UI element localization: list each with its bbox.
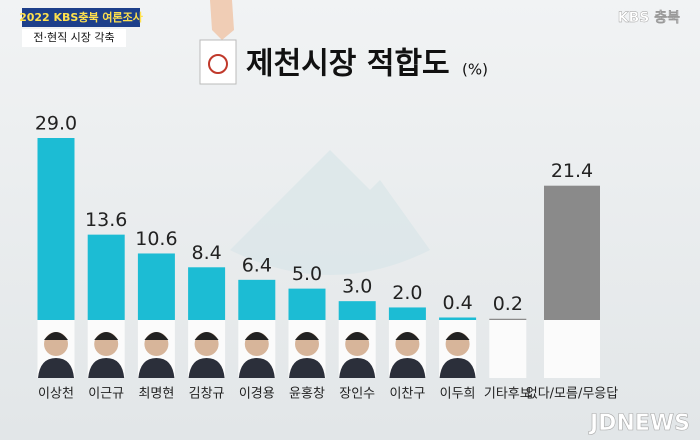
bar	[338, 301, 376, 320]
photo-suit	[88, 358, 125, 378]
value-label: 0.4	[442, 292, 472, 314]
x-tick-label: 최명현	[138, 387, 174, 402]
x-tick-label: 장인수	[339, 387, 375, 402]
watermark: JDNEWS	[588, 411, 690, 436]
photo-hair	[94, 332, 119, 340]
x-tick-label: 이찬구	[389, 387, 425, 402]
x-tick-label: 없다/모름/무응답	[526, 387, 619, 402]
photo-box	[544, 320, 600, 378]
bar	[388, 307, 426, 320]
unit-label: (%)	[462, 61, 488, 79]
x-tick-label: 이두희	[440, 387, 476, 402]
photo-hair	[395, 332, 420, 340]
bar	[288, 288, 326, 320]
photo-hair	[244, 332, 269, 340]
value-label: 29.0	[35, 113, 77, 135]
x-tick-label: 윤홍창	[289, 387, 325, 402]
bar	[238, 279, 276, 320]
bar	[489, 318, 527, 320]
logo: KBS 충북	[618, 10, 680, 26]
photo-suit	[188, 358, 225, 378]
bar	[37, 138, 75, 320]
photo-box	[489, 320, 527, 378]
value-label: 13.6	[85, 209, 127, 231]
bar	[188, 267, 226, 320]
value-label: 10.6	[135, 228, 177, 250]
x-tick-label: 김창규	[189, 387, 225, 402]
photo-suit	[389, 358, 426, 378]
photo-suit	[138, 358, 175, 378]
photo-hair	[445, 332, 470, 340]
bar	[544, 185, 600, 320]
subtitle: 전·현직 시장 각축	[33, 31, 114, 44]
value-label: 21.4	[551, 160, 593, 182]
chart-title: 제천시장 적합도	[246, 47, 450, 82]
stamp-icon	[208, 54, 228, 74]
value-label: 5.0	[292, 263, 322, 285]
photo-suit	[339, 358, 376, 378]
badge-box	[22, 8, 140, 27]
x-tick-label: 이경용	[239, 387, 275, 402]
photo-suit	[439, 358, 476, 378]
photo-hair	[144, 332, 169, 340]
badge: 2022 KBS충북 여론조사	[19, 10, 144, 24]
photo-suit	[38, 358, 74, 378]
x-tick-label: 이상천	[38, 387, 74, 402]
photo-suit	[289, 358, 325, 378]
value-label: 6.4	[242, 254, 272, 276]
value-label: 2.0	[392, 282, 422, 304]
photo-hair	[295, 332, 319, 340]
hand-icon	[210, 0, 234, 40]
photo-suit	[238, 358, 275, 378]
bar	[137, 253, 175, 320]
value-label: 8.4	[191, 242, 221, 264]
x-tick-label: 이근규	[88, 387, 124, 402]
bar	[439, 317, 477, 320]
photo-hair	[194, 332, 219, 340]
mountain-decoration	[230, 150, 430, 275]
x-tick-label: 기타후보	[484, 387, 532, 402]
subtitle-box	[22, 29, 126, 47]
photo-hair	[44, 332, 68, 340]
value-label: 3.0	[342, 276, 372, 298]
ballot-icon	[199, 39, 237, 85]
bar	[87, 234, 125, 320]
value-label: 0.2	[493, 293, 523, 315]
photo-hair	[345, 332, 370, 340]
